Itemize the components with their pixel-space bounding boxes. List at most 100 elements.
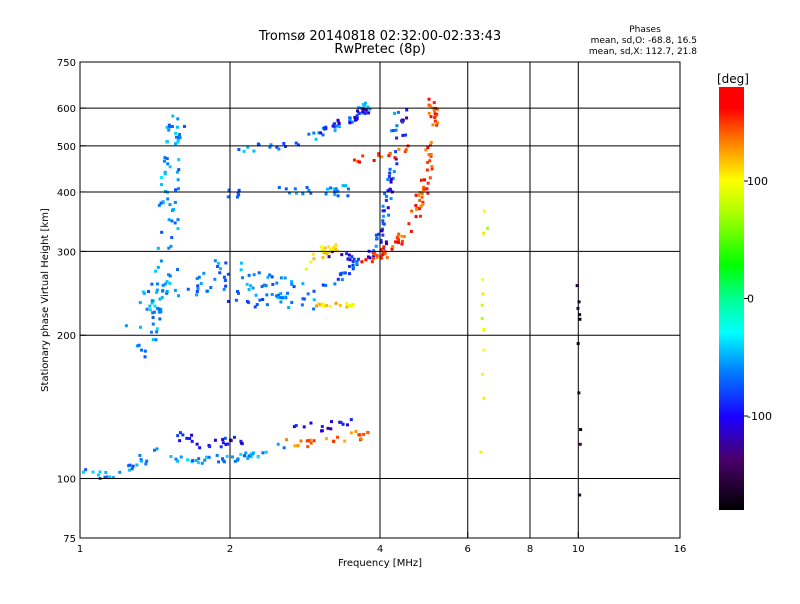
data-point [150,301,154,305]
data-point [339,421,343,425]
data-point [155,306,159,310]
data-point [381,233,385,237]
data-point [261,451,265,455]
data-point [379,255,383,259]
data-point [348,258,352,262]
data-point [150,282,154,286]
data-point [173,221,177,225]
data-point [332,187,336,191]
data-point [409,229,413,233]
data-point [301,297,305,301]
data-point [155,330,159,334]
data-point [155,282,159,286]
data-point [321,283,325,287]
data-point [284,187,288,191]
data-point [143,355,147,359]
data-point [283,276,287,280]
y-tick-label: 500 [57,142,76,153]
data-point [335,435,339,439]
data-point [155,447,159,451]
data-point [302,425,306,429]
data-point [309,438,313,442]
data-point [358,160,362,164]
data-point [176,135,180,139]
data-point [213,438,217,442]
data-point [382,245,386,249]
data-point [372,254,376,258]
data-point [105,475,109,479]
data-point [380,229,384,233]
data-point [198,446,202,450]
chart-title: Tromsø 20140818 02:32:00-02:33:43 [258,29,501,44]
data-point [481,292,485,296]
data-point [255,303,259,307]
data-point [429,141,433,145]
data-point [145,459,149,463]
data-point [156,246,160,250]
data-point [284,145,288,149]
data-point [482,348,486,352]
data-point [339,273,343,277]
data-point [191,459,195,463]
data-point [381,204,385,208]
data-point [176,268,180,272]
data-point [282,446,286,450]
data-point [393,111,397,115]
data-point [422,178,426,182]
data-point [151,311,155,315]
data-point [186,287,190,291]
data-point [350,255,354,259]
data-point [236,289,240,293]
x-tick-label: 1 [77,544,83,555]
data-point [381,219,385,223]
data-point [325,187,329,191]
data-point [388,171,392,175]
data-point [176,187,180,191]
data-point [256,455,260,459]
data-point [379,240,383,244]
data-point [167,246,171,250]
colorbar-tick-label: -100 [747,410,772,423]
data-point [348,116,352,120]
data-point [324,303,328,307]
data-point [290,300,294,304]
y-axis-label: Stationary phase Virtual Height [km] [40,208,51,392]
data-point [276,293,280,297]
data-point [373,252,377,256]
data-point [368,107,372,111]
data-point [317,302,321,306]
data-point [334,187,338,191]
data-point [223,436,227,440]
data-point [293,444,297,448]
data-point [261,297,265,301]
data-point [130,467,134,471]
data-point [197,457,201,461]
data-point [185,436,189,440]
data-point [426,146,430,150]
data-point [414,203,418,207]
data-point [366,255,370,259]
data-point [177,168,181,172]
data-point [155,290,159,294]
data-point [479,450,483,454]
data-point [168,165,172,169]
data-point [209,286,213,290]
data-point [246,145,250,149]
data-point [429,154,433,158]
data-point [349,418,353,422]
data-point [337,125,341,129]
data-point [385,242,389,246]
data-point [213,259,217,263]
data-point [375,254,379,258]
data-point [364,108,368,112]
data-point [334,243,338,247]
data-point [381,214,385,218]
data-point [374,233,378,237]
data-point [323,246,327,250]
data-point [577,391,581,395]
data-point [433,112,437,116]
data-point [233,459,237,463]
data-point [168,281,172,285]
data-point [397,232,401,236]
data-point [104,471,108,475]
